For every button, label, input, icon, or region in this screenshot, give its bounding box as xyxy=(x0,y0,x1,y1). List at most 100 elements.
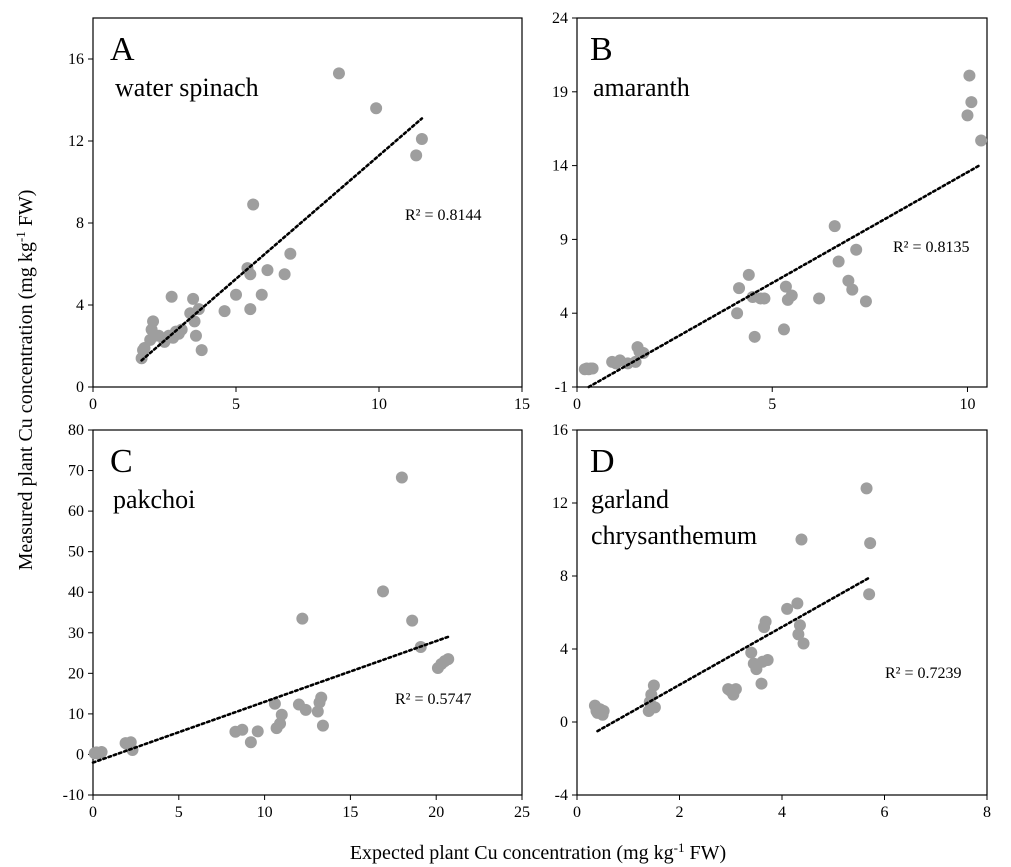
y-tick-label: 40 xyxy=(68,584,84,601)
data-point xyxy=(442,653,455,666)
y-tick-label: 70 xyxy=(68,463,84,480)
data-point xyxy=(410,149,423,162)
trend-line xyxy=(91,635,450,764)
x-tick-label: 0 xyxy=(89,396,97,413)
y-tick-label: 14 xyxy=(552,158,568,175)
y-tick-label: -10 xyxy=(63,787,84,804)
data-point xyxy=(244,268,257,281)
plot-frame xyxy=(576,17,988,388)
data-point xyxy=(759,615,772,628)
panel-letter: B xyxy=(590,31,613,68)
data-point xyxy=(777,323,790,336)
data-point xyxy=(637,347,650,360)
data-point xyxy=(244,736,257,749)
y-tick-label: 4 xyxy=(560,305,568,322)
panel-subtitle: garland xyxy=(591,485,669,514)
x-tick-label: 10 xyxy=(959,396,975,413)
panel-subtitle: chrysanthemum xyxy=(591,521,757,550)
r-squared-label: R² = 0.8135 xyxy=(893,239,970,256)
data-point xyxy=(284,247,297,260)
data-point xyxy=(850,243,863,256)
data-point xyxy=(370,102,383,115)
x-tick-label: 25 xyxy=(514,804,530,821)
panel-subtitle: pakchoi xyxy=(113,485,195,514)
y-tick-label: 9 xyxy=(560,231,568,248)
data-point xyxy=(755,677,768,690)
data-point xyxy=(846,283,859,296)
x-tick-label: 10 xyxy=(257,804,273,821)
y-tick-label: 20 xyxy=(68,665,84,682)
data-point xyxy=(275,708,288,721)
data-point xyxy=(311,705,324,718)
data-point xyxy=(647,679,660,692)
data-point xyxy=(278,268,291,281)
data-point xyxy=(415,132,428,145)
y-tick-label: 16 xyxy=(68,51,84,68)
data-point xyxy=(729,683,742,696)
data-point xyxy=(648,701,661,714)
panel-letter: D xyxy=(590,443,615,480)
data-point xyxy=(975,134,988,147)
y-tick-label: 12 xyxy=(68,133,84,150)
x-tick-label: 8 xyxy=(983,804,991,821)
data-point xyxy=(332,67,345,80)
data-point xyxy=(797,637,810,650)
data-point xyxy=(296,612,309,625)
data-point xyxy=(175,323,188,336)
x-tick-label: 6 xyxy=(881,804,889,821)
data-point xyxy=(395,471,408,484)
data-point xyxy=(268,697,281,710)
x-tick-label: 20 xyxy=(428,804,444,821)
data-point xyxy=(195,344,208,357)
data-point xyxy=(165,290,178,303)
data-point xyxy=(779,280,792,293)
panel-letter: A xyxy=(110,31,135,68)
data-point xyxy=(961,109,974,122)
data-point xyxy=(236,723,249,736)
data-point xyxy=(860,482,873,495)
data-point xyxy=(597,705,610,718)
x-tick-label: 5 xyxy=(232,396,240,413)
r-squared-label: R² = 0.5747 xyxy=(395,691,472,708)
data-point xyxy=(761,653,774,666)
y-tick-label: 8 xyxy=(560,568,568,585)
panel-letter: C xyxy=(110,443,133,480)
x-tick-label: 5 xyxy=(175,804,183,821)
data-point xyxy=(733,282,746,295)
data-point xyxy=(863,588,876,601)
data-point xyxy=(255,288,268,301)
data-point xyxy=(247,198,260,211)
data-point xyxy=(244,303,257,316)
x-tick-label: 0 xyxy=(89,804,97,821)
x-tick-label: 4 xyxy=(778,804,786,821)
data-point xyxy=(377,585,390,598)
data-point xyxy=(758,292,771,305)
x-tick-label: 15 xyxy=(342,804,358,821)
data-point xyxy=(832,255,845,268)
data-point xyxy=(731,307,744,320)
y-tick-label: 16 xyxy=(552,422,568,439)
data-point xyxy=(963,69,976,82)
data-point xyxy=(792,628,805,641)
data-point xyxy=(406,614,419,627)
x-tick-label: 15 xyxy=(514,396,530,413)
data-point xyxy=(859,295,872,308)
trend-line xyxy=(587,164,981,389)
x-tick-label: 0 xyxy=(573,804,581,821)
data-point xyxy=(781,602,794,615)
data-point xyxy=(274,717,287,730)
y-tick-label: -1 xyxy=(555,379,568,396)
y-tick-label: 4 xyxy=(76,297,84,314)
panel-subtitle: water spinach xyxy=(115,73,259,102)
data-point xyxy=(742,268,755,281)
data-point xyxy=(793,619,806,632)
x-tick-label: 2 xyxy=(676,804,684,821)
x-tick-label: 5 xyxy=(768,396,776,413)
x-tick-label: 10 xyxy=(371,396,387,413)
data-point xyxy=(785,289,798,302)
